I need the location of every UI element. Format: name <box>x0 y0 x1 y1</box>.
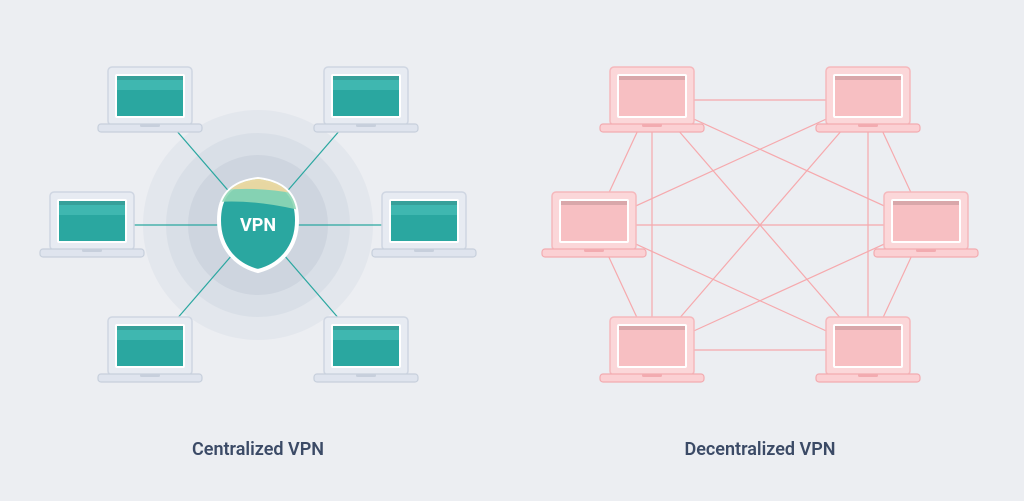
laptop-screen-topbar <box>893 201 959 205</box>
laptop-notch <box>858 124 878 127</box>
laptop-screen-topbar <box>59 201 125 205</box>
laptop-notch <box>82 249 102 252</box>
laptop-notch <box>140 124 160 127</box>
laptop-screen-topbar <box>835 76 901 80</box>
laptop-notch <box>356 124 376 127</box>
centralized-laptop-6 <box>314 317 418 382</box>
laptop-screen-topbar <box>333 326 399 330</box>
laptop-notch <box>642 124 662 127</box>
shield-label: VPN <box>240 215 276 236</box>
decentralized-laptop-2 <box>816 67 920 132</box>
laptop-screen-topbar <box>117 76 183 80</box>
decentralized-laptop-5 <box>600 317 704 382</box>
diagram-stage: VPN Centralized VPN Decentralized VPN <box>0 0 1024 501</box>
centralized-laptop-1 <box>98 67 202 132</box>
centralized-laptop-5 <box>98 317 202 382</box>
decentralized-laptop-4 <box>874 192 978 257</box>
laptop-screen-topbar <box>835 326 901 330</box>
caption-decentralized: Decentralized VPN <box>610 439 910 460</box>
caption-centralized: Centralized VPN <box>108 439 408 460</box>
decentralized-network <box>594 100 926 350</box>
laptop-screen-topbar <box>333 76 399 80</box>
decentralized-laptop-6 <box>816 317 920 382</box>
laptop-notch <box>584 249 604 252</box>
centralized-laptop-4 <box>372 192 476 257</box>
laptop-screen-topbar <box>117 326 183 330</box>
diagram-svg: VPN <box>0 0 1024 501</box>
laptop-notch <box>642 374 662 377</box>
laptop-screen-topbar <box>391 201 457 205</box>
laptop-notch <box>414 249 434 252</box>
laptop-notch <box>858 374 878 377</box>
laptop-screen-topbar <box>561 201 627 205</box>
centralized-laptop-2 <box>314 67 418 132</box>
decentralized-edges <box>594 100 926 350</box>
laptop-notch <box>916 249 936 252</box>
decentralized-laptop-3 <box>542 192 646 257</box>
decentralized-laptop-1 <box>600 67 704 132</box>
laptop-screen-topbar <box>619 326 685 330</box>
centralized-laptop-3 <box>40 192 144 257</box>
laptop-notch <box>356 374 376 377</box>
laptop-notch <box>140 374 160 377</box>
laptop-screen-topbar <box>619 76 685 80</box>
